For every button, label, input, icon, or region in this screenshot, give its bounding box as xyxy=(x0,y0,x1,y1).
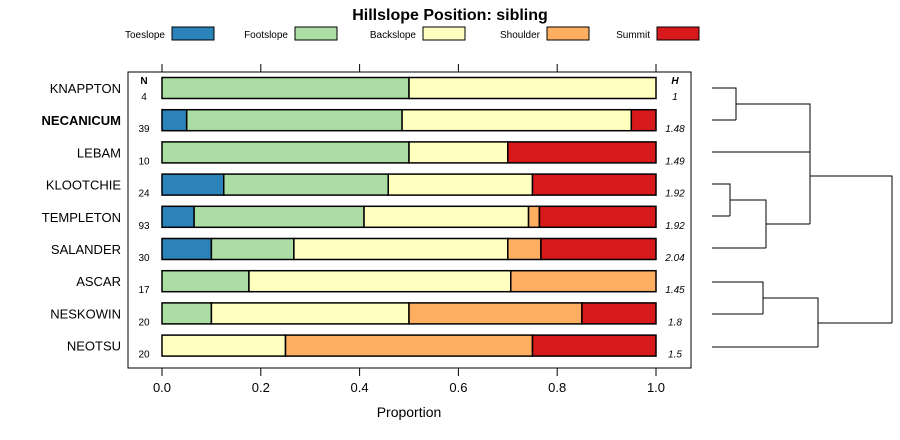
dendrogram xyxy=(712,87,893,348)
h-value: 1.49 xyxy=(665,156,685,167)
bar-segment-ascar-backslope xyxy=(248,269,512,293)
x-axis: 0.0 0.2 0.4 0.6 0.8 1.0 xyxy=(153,368,665,395)
bar-segment-ascar-shoulder xyxy=(510,269,657,293)
bar-segment-knappton-backslope xyxy=(408,76,657,100)
n-labels: 4 39 10 24 93 30 17 20 20 xyxy=(138,92,150,361)
x-tick-label: 0.6 xyxy=(449,380,467,395)
bar-segment-neskowin-shoulder xyxy=(408,302,583,325)
bar-segment-salander-toeslope xyxy=(161,237,213,261)
legend-swatch-footslope xyxy=(294,26,338,41)
h-value: 1.48 xyxy=(665,124,685,135)
bar-segment-klootchie-toeslope xyxy=(161,173,225,196)
bar-segment-necanicum-footslope xyxy=(185,108,403,132)
n-value: 4 xyxy=(141,92,147,103)
bar-segment-neskowin-backslope xyxy=(210,302,410,325)
row-label-klootchie: KLOOTCHIE xyxy=(46,178,121,193)
h-header: H xyxy=(671,76,679,87)
row-label-ascar: ASCAR xyxy=(76,274,121,289)
n-value: 20 xyxy=(138,350,150,361)
bar-segment-knappton-footslope xyxy=(161,76,410,100)
x-tick-label: 0.4 xyxy=(351,380,369,395)
n-value: 93 xyxy=(138,221,150,232)
bar-segment-templeton-summit xyxy=(538,205,657,229)
bar-segment-neskowin-footslope xyxy=(161,302,213,325)
dendro-branch xyxy=(810,175,893,323)
bar-segment-templeton-backslope xyxy=(363,205,530,229)
bar-segment-lebam-footslope xyxy=(161,141,410,164)
legend-swatch-toeslope xyxy=(171,26,215,41)
bar-segment-klootchie-backslope xyxy=(387,173,534,196)
dendro-branch xyxy=(712,87,737,120)
h-value: 2.04 xyxy=(664,253,685,264)
row-label-necanicum: NECANICUM xyxy=(42,113,121,128)
x-tick-label: 0.2 xyxy=(252,380,270,395)
x-tick-label: 1.0 xyxy=(647,380,665,395)
bar-segment-neotsu-backslope xyxy=(161,334,287,357)
bar-segment-lebam-summit xyxy=(507,141,657,164)
x-tick-label: 0.0 xyxy=(153,380,171,395)
bars xyxy=(161,76,657,357)
bar-segment-neotsu-shoulder xyxy=(284,334,534,357)
bar-segment-klootchie-summit xyxy=(531,173,657,196)
dendro-branch xyxy=(763,297,819,347)
x-axis-title: Proportion xyxy=(377,404,442,420)
chart-title: Hillslope Position: sibling xyxy=(352,7,548,24)
bar-segment-salander-summit xyxy=(540,237,657,261)
legend: Toeslope Footslope Backslope Shoulder Summit xyxy=(125,26,700,41)
dendro-branch xyxy=(736,103,811,152)
n-header: N xyxy=(140,76,147,87)
n-value: 10 xyxy=(138,156,150,167)
plot-frame xyxy=(127,71,692,369)
bar-segment-necanicum-backslope xyxy=(401,108,633,132)
bar-segment-salander-backslope xyxy=(293,237,509,261)
dendro-branch xyxy=(712,183,731,216)
bar-segment-salander-shoulder xyxy=(507,237,542,261)
legend-label-footslope: Footslope xyxy=(244,30,288,41)
dendro-branch xyxy=(730,199,767,248)
h-value: 1.92 xyxy=(665,189,685,200)
h-value: 1.8 xyxy=(668,317,682,328)
bar-segment-klootchie-footslope xyxy=(223,173,390,196)
h-value: 1 xyxy=(672,92,678,103)
legend-label-summit: Summit xyxy=(616,30,650,41)
legend-label-toeslope: Toeslope xyxy=(125,30,165,41)
n-value: 20 xyxy=(138,317,150,328)
bar-segment-ascar-footslope xyxy=(161,269,250,293)
top-ticks xyxy=(161,64,657,72)
legend-swatch-backslope xyxy=(422,26,466,41)
bar-segment-templeton-shoulder xyxy=(527,205,541,229)
row-label-knappton: KNAPPTON xyxy=(50,81,121,96)
bar-segment-lebam-backslope xyxy=(408,141,509,164)
row-label-lebam: LEBAM xyxy=(77,145,121,160)
row-label-neotsu: NEOTSU xyxy=(67,339,121,354)
bar-segment-necanicum-toeslope xyxy=(161,108,188,132)
row-label-salander: SALANDER xyxy=(51,242,121,257)
legend-label-shoulder: Shoulder xyxy=(500,30,541,41)
legend-label-backslope: Backslope xyxy=(370,30,417,41)
bar-segment-templeton-toeslope xyxy=(161,205,195,229)
h-labels: 1 1.48 1.49 1.92 1.92 2.04 1.45 1.8 1.5 xyxy=(664,92,685,361)
bar-segment-salander-footslope xyxy=(210,237,295,261)
row-labels: KNAPPTON NECANICUM LEBAM KLOOTCHIE TEMPLETON… xyxy=(42,81,122,354)
x-tick-label: 0.8 xyxy=(548,380,566,395)
bar-segment-neotsu-summit xyxy=(531,334,657,357)
h-value: 1.92 xyxy=(665,221,685,232)
n-value: 30 xyxy=(138,253,150,264)
n-value: 24 xyxy=(138,189,150,200)
n-value: 17 xyxy=(138,285,150,296)
n-value: 39 xyxy=(138,124,150,135)
bar-segment-templeton-footslope xyxy=(193,205,365,229)
bar-segment-necanicum-summit xyxy=(630,108,657,132)
legend-swatch-summit xyxy=(656,26,700,41)
row-label-templeton: TEMPLETON xyxy=(42,210,121,225)
h-value: 1.45 xyxy=(665,285,685,296)
row-label-neskowin: NESKOWIN xyxy=(50,306,121,321)
dendro-branch xyxy=(712,281,764,314)
h-value: 1.5 xyxy=(668,350,682,361)
legend-swatch-shoulder xyxy=(546,26,590,41)
bar-segment-neskowin-summit xyxy=(581,302,657,325)
